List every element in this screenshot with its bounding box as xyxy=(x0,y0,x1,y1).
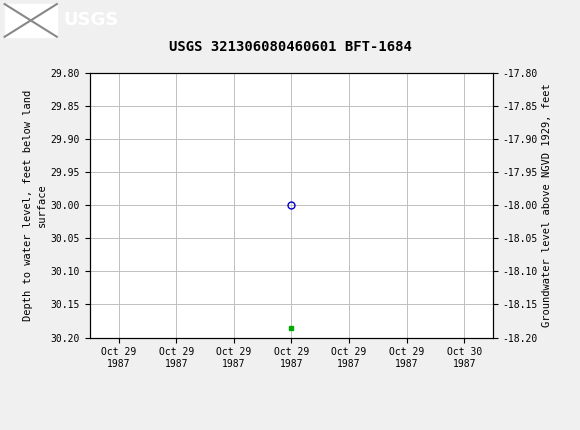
Text: USGS 321306080460601 BFT-1684: USGS 321306080460601 BFT-1684 xyxy=(169,40,411,54)
Text: USGS: USGS xyxy=(64,12,119,29)
Y-axis label: Depth to water level, feet below land
surface: Depth to water level, feet below land su… xyxy=(23,90,46,321)
FancyBboxPatch shape xyxy=(5,4,57,37)
Y-axis label: Groundwater level above NGVD 1929, feet: Groundwater level above NGVD 1929, feet xyxy=(542,83,552,327)
